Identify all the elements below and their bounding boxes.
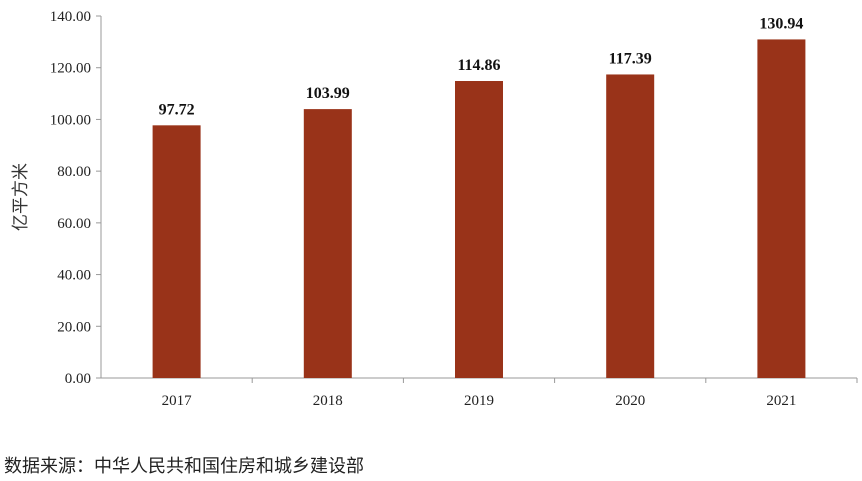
source-note: 数据来源：中华人民共和国住房和城乡建设部 — [4, 456, 364, 477]
data-label: 114.86 — [457, 57, 500, 74]
y-axis: 0.00 20.00 40.00 60.00 80.00 100.00 120.00 140.… — [50, 9, 102, 387]
y-tick-label: 120.00 — [50, 61, 91, 77]
y-tick-label: 0.00 — [65, 371, 91, 387]
data-label: 130.94 — [759, 15, 803, 32]
bar — [757, 39, 806, 378]
value-labels: 97.72 103.99 114.86 117.39 130.94 — [159, 15, 804, 118]
y-axis-title: 亿平方米 — [11, 163, 31, 231]
bars — [152, 39, 806, 379]
bar — [152, 125, 201, 378]
data-label: 97.72 — [159, 101, 195, 118]
x-axis: 2017 2018 2019 2020 2021 — [101, 377, 858, 409]
bar — [606, 74, 655, 378]
x-tick-label: 2021 — [766, 393, 796, 409]
y-tick-label: 40.00 — [57, 268, 91, 284]
y-tick-label: 80.00 — [57, 164, 91, 180]
y-tick-label: 100.00 — [50, 112, 91, 128]
data-label: 103.99 — [306, 85, 350, 102]
x-tick-label: 2020 — [615, 393, 645, 409]
y-tick-label: 20.00 — [57, 319, 91, 335]
bar — [303, 109, 352, 378]
data-label: 117.39 — [609, 50, 652, 67]
y-tick-label: 60.00 — [57, 216, 91, 232]
bar — [455, 81, 503, 379]
x-tick-label: 2019 — [464, 393, 494, 409]
x-tick-label: 2018 — [313, 393, 343, 409]
x-tick-label: 2017 — [162, 393, 193, 409]
bar-chart: 0.00 20.00 40.00 60.00 80.00 100.00 120.00 140.… — [11, 9, 858, 409]
y-tick-label: 140.00 — [50, 9, 91, 25]
